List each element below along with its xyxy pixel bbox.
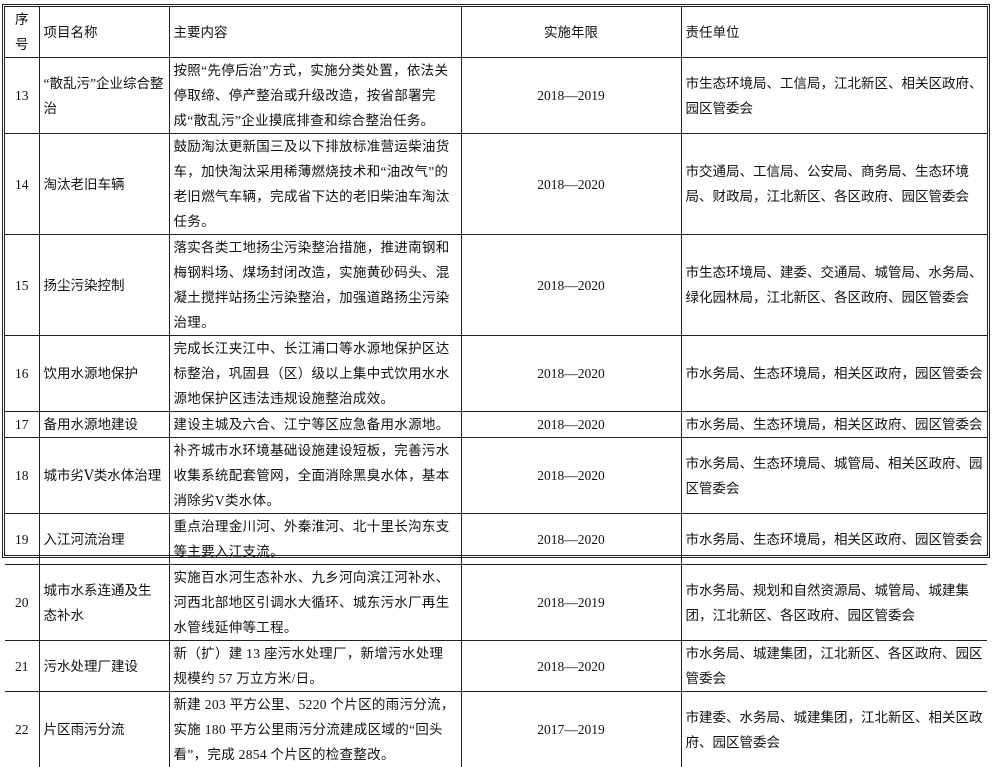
row-unit: 市交通局、工信局、公安局、商务局、生态环境局、财政局，江北新区、各区政府、园区管… bbox=[681, 134, 987, 235]
table-row: 13“散乱污”企业综合整治按照“先停后治”方式，实施分类处置，依法关停取缔、停产… bbox=[5, 58, 987, 134]
project-table: 序号 项目名称 主要内容 实施年限 责任单位 13“散乱污”企业综合整治按照“先… bbox=[5, 7, 987, 767]
row-no: 21 bbox=[5, 641, 39, 692]
row-no: 16 bbox=[5, 336, 39, 412]
row-no: 19 bbox=[5, 514, 39, 565]
row-unit: 市水务局、生态环境局，相关区政府、园区管委会 bbox=[681, 412, 987, 438]
row-content: 补齐城市水环境基础设施建设短板，完善污水收集系统配套管网，全面消除黑臭水体，基本… bbox=[169, 438, 461, 514]
row-no: 18 bbox=[5, 438, 39, 514]
row-content: 按照“先停后治”方式，实施分类处置，依法关停取缔、停产整治或升级改造，按省部署完… bbox=[169, 58, 461, 134]
header-name: 项目名称 bbox=[39, 7, 169, 58]
row-no: 13 bbox=[5, 58, 39, 134]
row-unit: 市建委、水务局、城建集团，江北新区、相关区政府、园区管委会 bbox=[681, 692, 987, 767]
table-header-row: 序号 项目名称 主要内容 实施年限 责任单位 bbox=[5, 7, 987, 58]
row-name: 片区雨污分流 bbox=[39, 692, 169, 767]
row-period: 2018—2020 bbox=[461, 438, 681, 514]
row-period: 2018—2020 bbox=[461, 134, 681, 235]
header-period: 实施年限 bbox=[461, 7, 681, 58]
row-period: 2018—2019 bbox=[461, 565, 681, 641]
row-content: 新（扩）建 13 座污水处理厂，新增污水处理规模约 57 万立方米/日。 bbox=[169, 641, 461, 692]
row-no: 17 bbox=[5, 412, 39, 438]
row-content: 新建 203 平方公里、5220 个片区的雨污分流，实施 180 平方公里雨污分… bbox=[169, 692, 461, 767]
row-name: “散乱污”企业综合整治 bbox=[39, 58, 169, 134]
row-name: 城市劣Ⅴ类水体治理 bbox=[39, 438, 169, 514]
row-period: 2018—2020 bbox=[461, 412, 681, 438]
row-unit: 市水务局、生态环境局、城管局、相关区政府、园区管委会 bbox=[681, 438, 987, 514]
row-name: 城市水系连通及生态补水 bbox=[39, 565, 169, 641]
row-content: 建设主城及六合、江宁等区应急备用水源地。 bbox=[169, 412, 461, 438]
header-unit: 责任单位 bbox=[681, 7, 987, 58]
table-body: 13“散乱污”企业综合整治按照“先停后治”方式，实施分类处置，依法关停取缔、停产… bbox=[5, 58, 987, 767]
row-period: 2018—2020 bbox=[461, 336, 681, 412]
row-no: 15 bbox=[5, 235, 39, 336]
row-content: 重点治理金川河、外秦淮河、北十里长沟东支等主要入江支流。 bbox=[169, 514, 461, 565]
row-period: 2018—2020 bbox=[461, 641, 681, 692]
row-name: 入江河流治理 bbox=[39, 514, 169, 565]
row-content: 落实各类工地扬尘污染整治措施，推进南钢和梅钢料场、煤场封闭改造，实施黄砂码头、混… bbox=[169, 235, 461, 336]
row-content: 完成长江夹江中、长江浦口等水源地保护区达标整治，巩固县（区）级以上集中式饮用水水… bbox=[169, 336, 461, 412]
row-unit: 市水务局、城建集团，江北新区、各区政府、园区管委会 bbox=[681, 641, 987, 692]
row-unit: 市生态环境局、建委、交通局、城管局、水务局、绿化园林局，江北新区、各区政府、园区… bbox=[681, 235, 987, 336]
row-name: 扬尘污染控制 bbox=[39, 235, 169, 336]
project-table-frame: 序号 项目名称 主要内容 实施年限 责任单位 13“散乱污”企业综合整治按照“先… bbox=[2, 4, 990, 558]
row-content: 实施百水河生态补水、九乡河向滨江河补水、河西北部地区引调水大循环、城东污水厂再生… bbox=[169, 565, 461, 641]
row-period: 2017—2019 bbox=[461, 692, 681, 767]
row-name: 污水处理厂建设 bbox=[39, 641, 169, 692]
row-unit: 市水务局、规划和自然资源局、城管局、城建集团，江北新区、各区政府、园区管委会 bbox=[681, 565, 987, 641]
row-name: 饮用水源地保护 bbox=[39, 336, 169, 412]
row-unit: 市水务局、生态环境局，相关区政府，园区管委会 bbox=[681, 336, 987, 412]
row-no: 14 bbox=[5, 134, 39, 235]
row-period: 2018—2020 bbox=[461, 514, 681, 565]
row-unit: 市生态环境局、工信局，江北新区、相关区政府、园区管委会 bbox=[681, 58, 987, 134]
header-content: 主要内容 bbox=[169, 7, 461, 58]
row-content: 鼓励淘汰更新国三及以下排放标准营运柴油货车，加快淘汰采用稀薄燃烧技术和“油改气”… bbox=[169, 134, 461, 235]
row-no: 22 bbox=[5, 692, 39, 767]
row-name: 备用水源地建设 bbox=[39, 412, 169, 438]
header-no: 序号 bbox=[5, 7, 39, 58]
row-name: 淘汰老旧车辆 bbox=[39, 134, 169, 235]
row-unit: 市水务局、生态环境局，相关区政府、园区管委会 bbox=[681, 514, 987, 565]
row-period: 2018—2019 bbox=[461, 58, 681, 134]
row-no: 20 bbox=[5, 565, 39, 641]
row-period: 2018—2020 bbox=[461, 235, 681, 336]
